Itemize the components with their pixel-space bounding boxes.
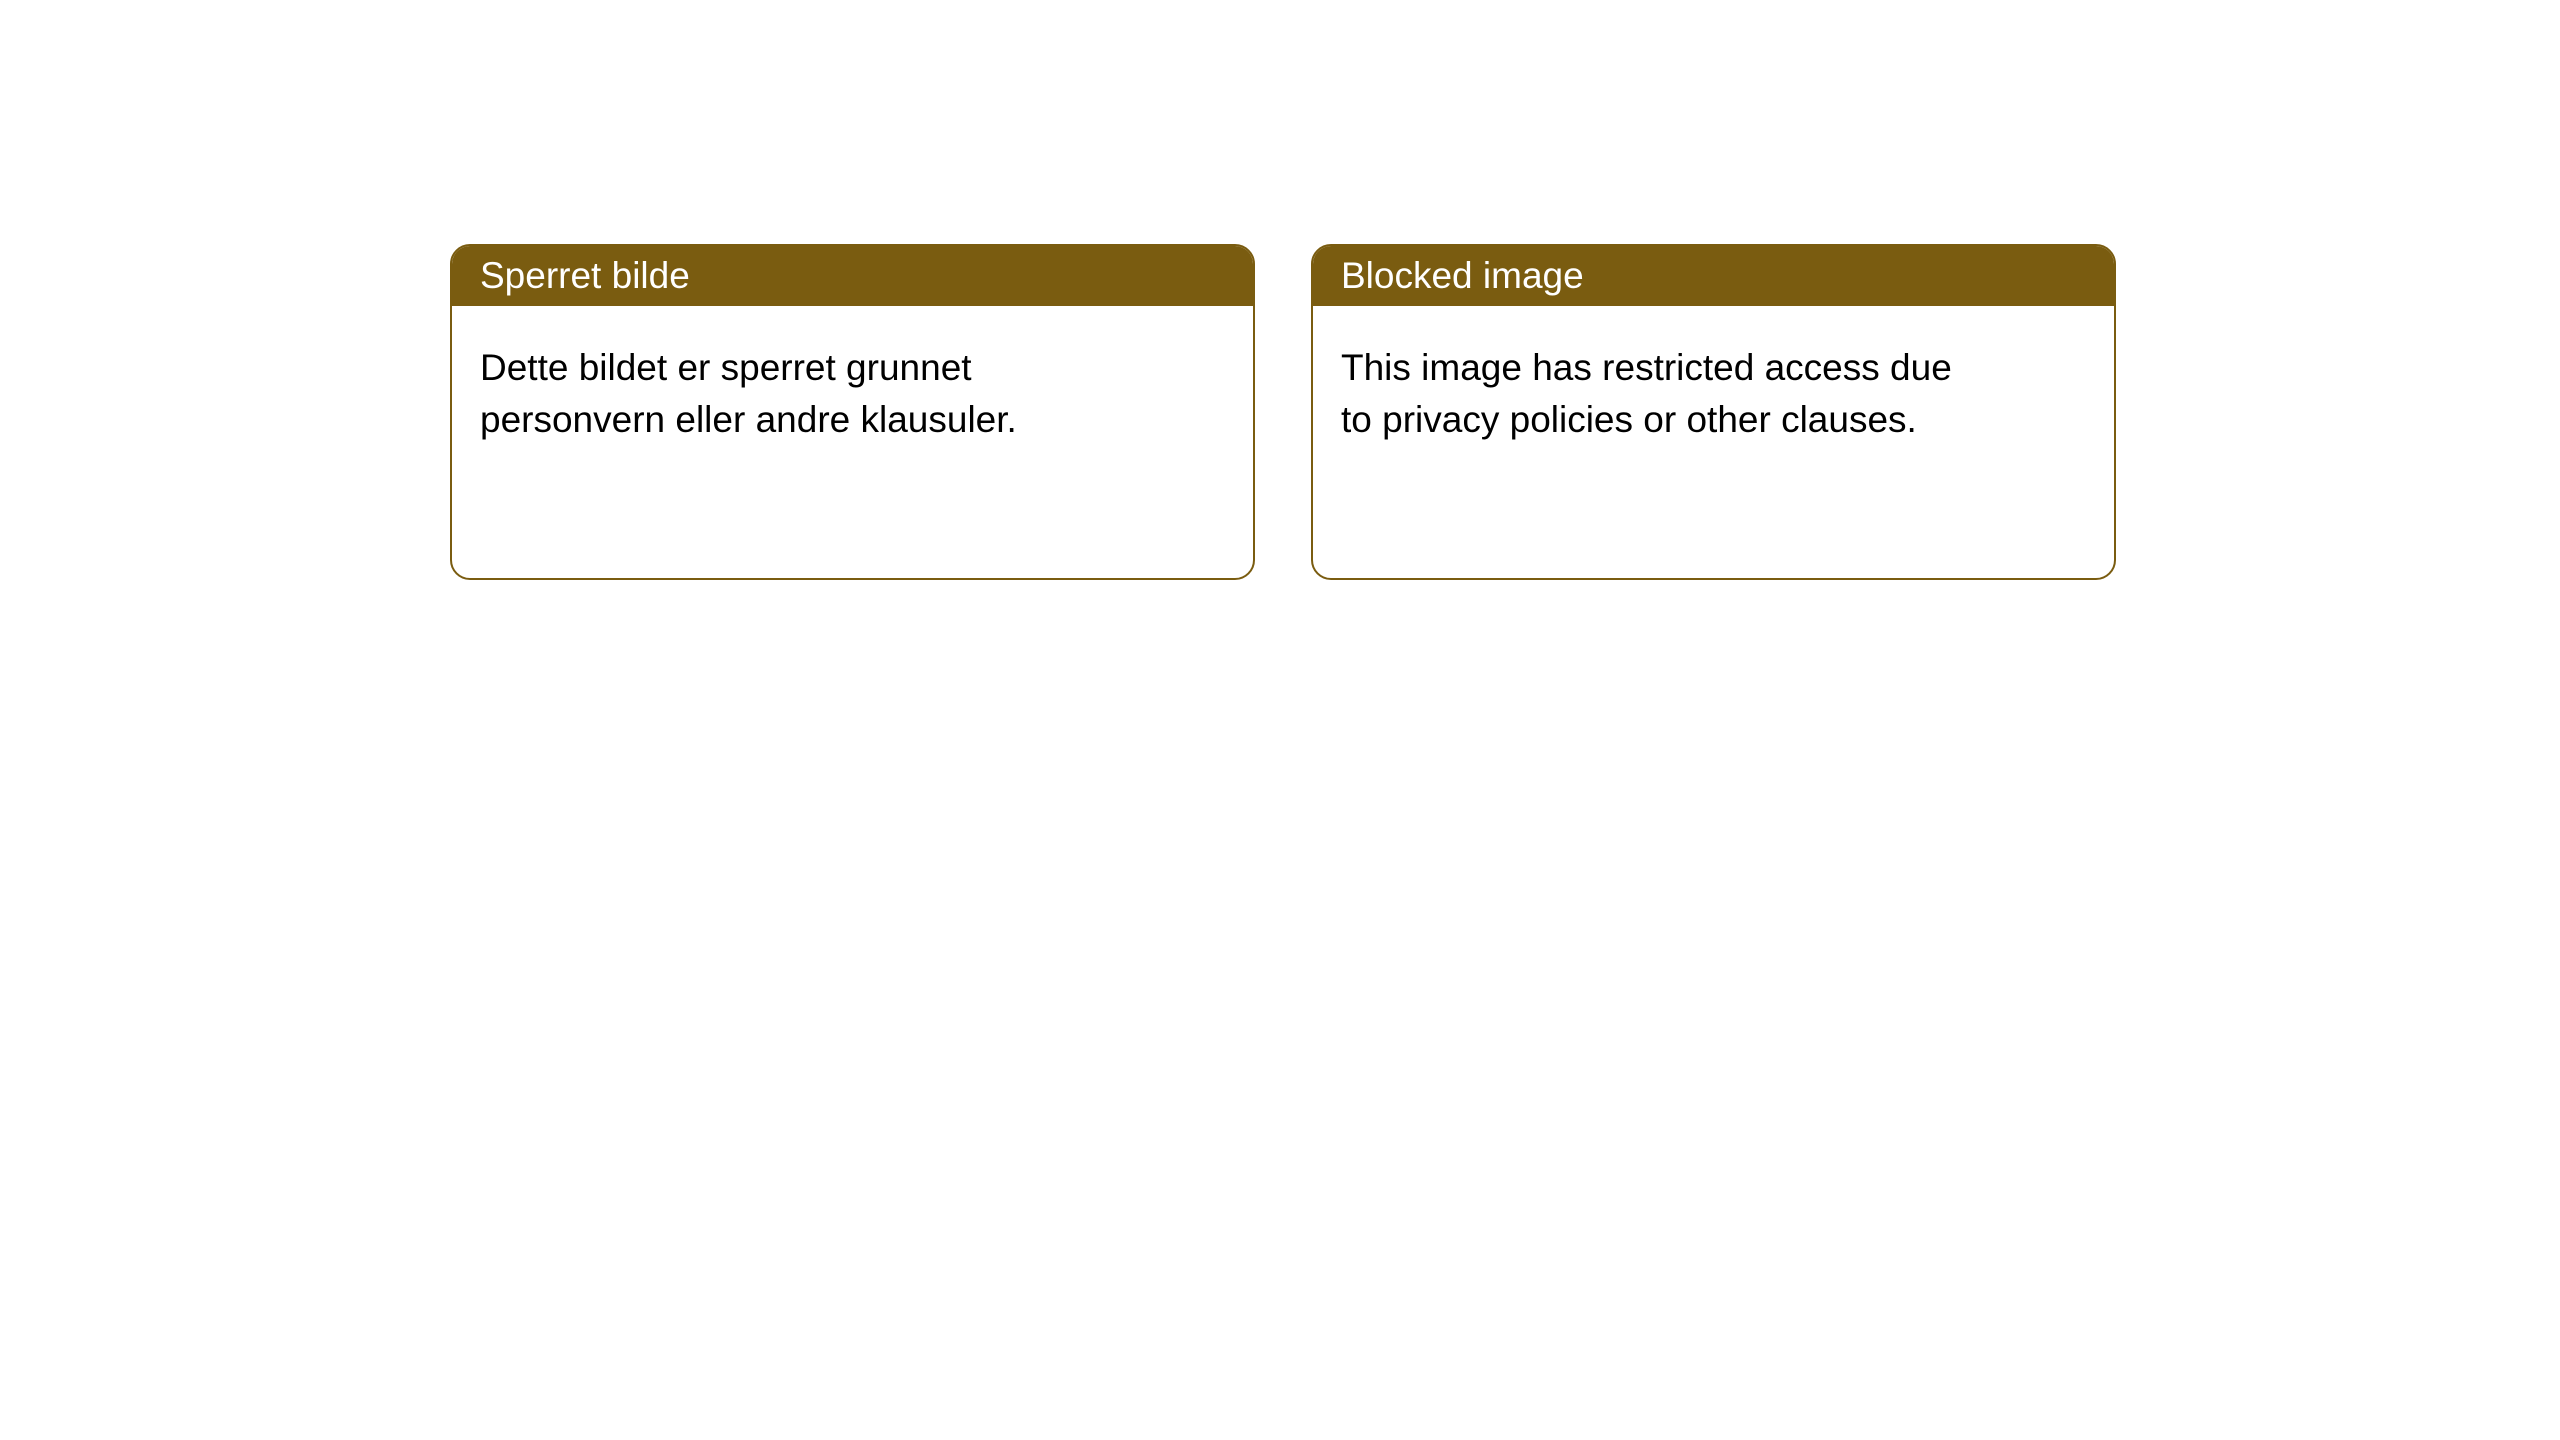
- notice-card-english: Blocked image This image has restricted …: [1311, 244, 2116, 580]
- notice-card-norwegian: Sperret bilde Dette bildet er sperret gr…: [450, 244, 1255, 580]
- card-header: Blocked image: [1313, 246, 2114, 306]
- card-title: Blocked image: [1341, 255, 1584, 297]
- card-body-text: This image has restricted access due to …: [1341, 347, 1952, 440]
- card-title: Sperret bilde: [480, 255, 690, 297]
- card-header: Sperret bilde: [452, 246, 1253, 306]
- notice-container: Sperret bilde Dette bildet er sperret gr…: [0, 0, 2560, 580]
- card-body: Dette bildet er sperret grunnet personve…: [452, 306, 1152, 482]
- card-body: This image has restricted access due to …: [1313, 306, 2013, 482]
- card-body-text: Dette bildet er sperret grunnet personve…: [480, 347, 1017, 440]
